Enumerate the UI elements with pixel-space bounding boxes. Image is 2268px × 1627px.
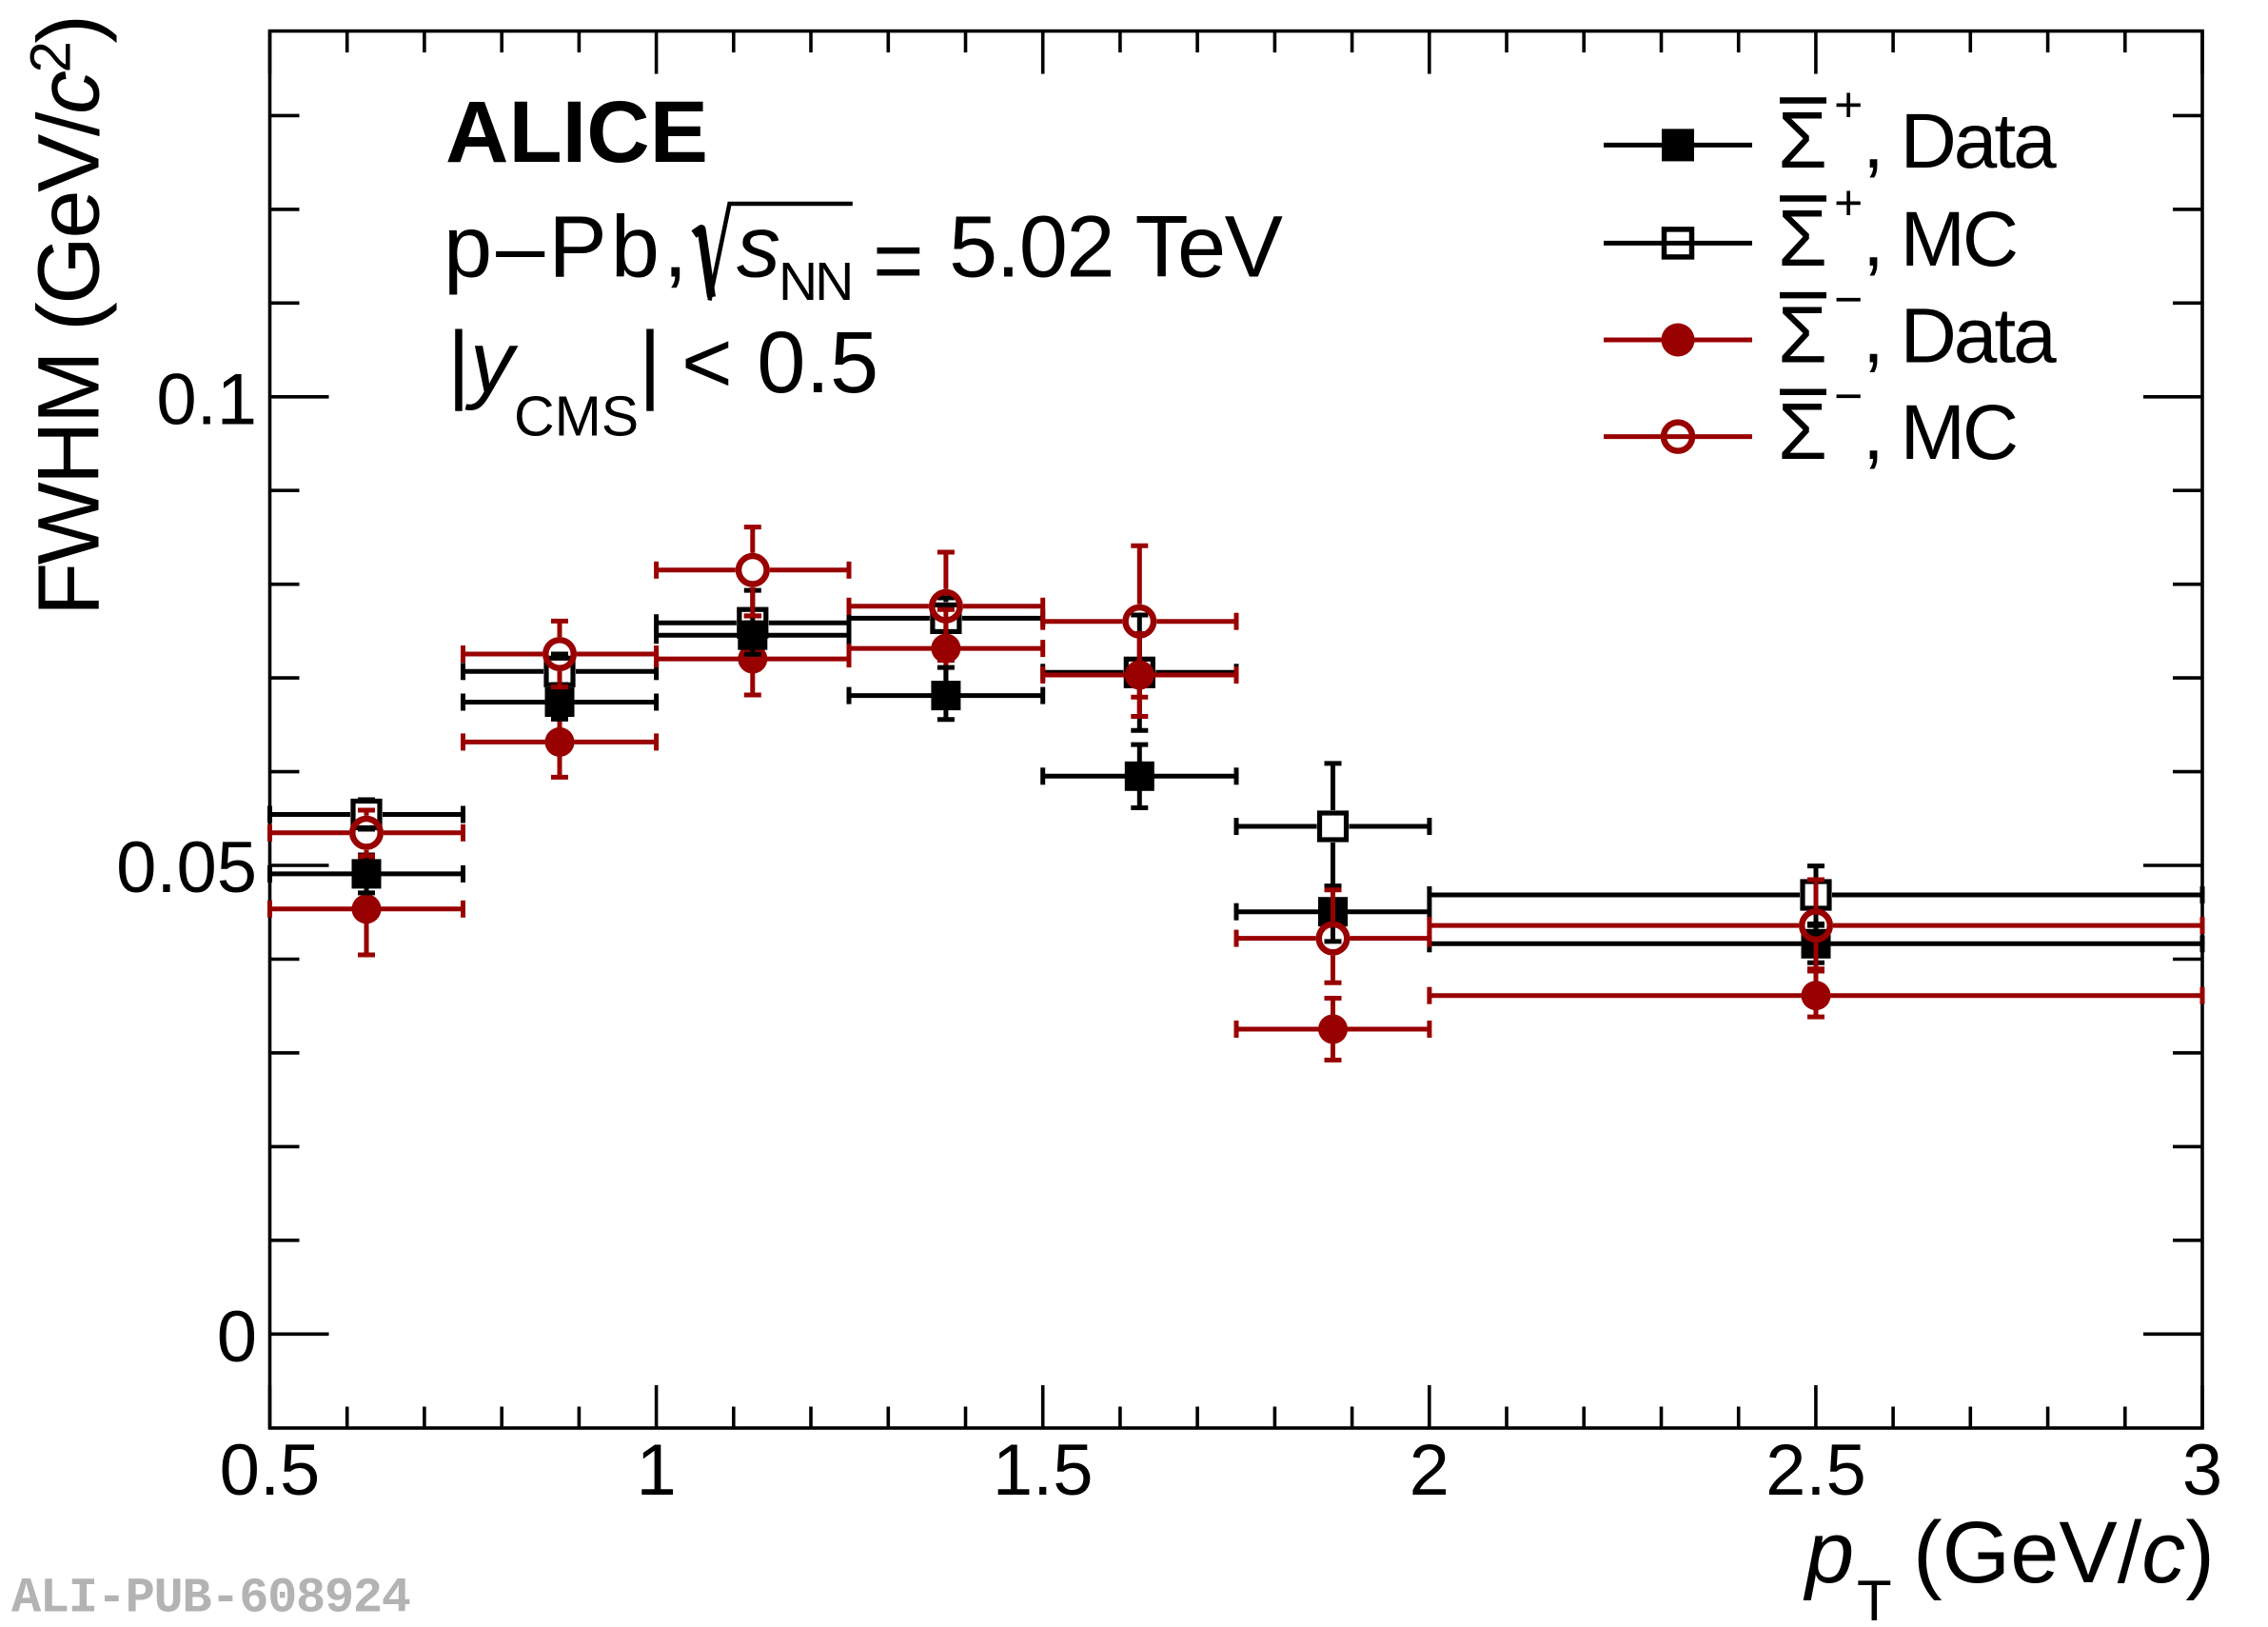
svg-text:5.02 TeV: 5.02 TeV	[949, 199, 1283, 296]
svg-text:Σ: Σ	[1778, 290, 1827, 380]
svg-text:ALI-PUB-608924: ALI-PUB-608924	[11, 1571, 410, 1622]
svg-text:T: T	[1857, 1569, 1892, 1622]
svg-text:< 0.5: < 0.5	[681, 314, 878, 411]
svg-text:2: 2	[1410, 1430, 1450, 1511]
svg-text:, Data: , Data	[1863, 293, 2057, 380]
svg-text:Σ: Σ	[1778, 95, 1827, 185]
svg-text:, MC: , MC	[1863, 389, 2017, 476]
svg-text:CMS: CMS	[514, 386, 639, 448]
svg-text:1: 1	[636, 1430, 676, 1511]
svg-text:−: −	[1834, 369, 1863, 425]
svg-text:+: +	[1834, 77, 1863, 132]
svg-text:|y: |y	[447, 314, 519, 411]
svg-text:|: |	[639, 314, 661, 411]
svg-text:0.1: 0.1	[156, 359, 257, 440]
svg-text:p–Pb,: p–Pb,	[444, 199, 691, 296]
svg-text:s: s	[737, 199, 780, 296]
svg-text:=: =	[873, 212, 924, 309]
svg-text:, MC: , MC	[1863, 196, 2017, 283]
svg-text:NN: NN	[779, 251, 851, 312]
svg-text:0.05: 0.05	[116, 827, 257, 908]
svg-text:FWHM (GeV/c2): FWHM (GeV/c2)	[19, 17, 118, 616]
svg-text:p: p	[1803, 1504, 1854, 1601]
svg-text:1.5: 1.5	[993, 1430, 1094, 1511]
svg-text:3: 3	[2182, 1430, 2222, 1511]
svg-text:(GeV/c): (GeV/c)	[1913, 1504, 2215, 1601]
svg-text:Σ: Σ	[1778, 387, 1827, 476]
svg-text:0: 0	[217, 1297, 257, 1378]
svg-text:, Data: , Data	[1863, 98, 2057, 185]
svg-text:Σ: Σ	[1778, 193, 1827, 283]
svg-text:+: +	[1834, 175, 1863, 230]
svg-text:ALICE: ALICE	[445, 84, 708, 181]
svg-text:−: −	[1834, 272, 1863, 327]
svg-text:0.5: 0.5	[220, 1430, 321, 1511]
svg-text:2.5: 2.5	[1765, 1430, 1866, 1511]
